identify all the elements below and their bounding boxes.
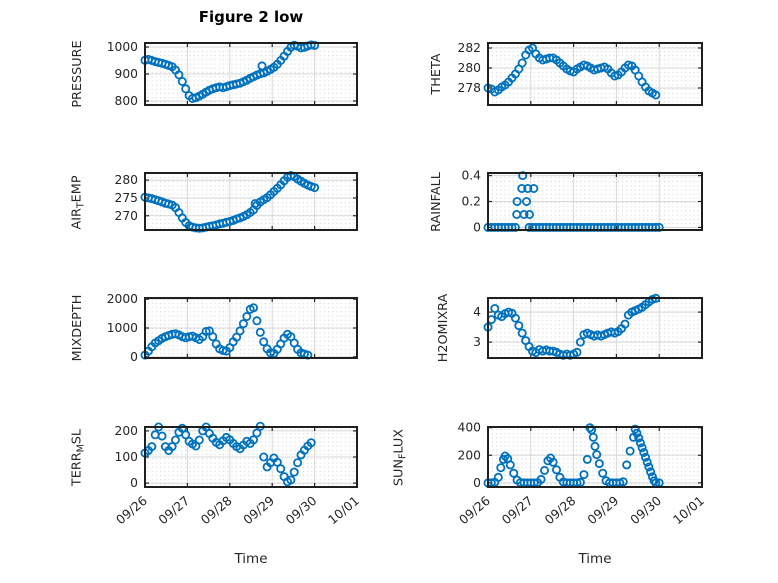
x-tick-label: 09/28 — [542, 493, 579, 528]
data-points — [483, 293, 661, 360]
subplot-mixdepth: 0 1000 2000 — [107, 292, 358, 364]
y-tick-label: 100 — [115, 450, 138, 464]
data-points — [140, 40, 320, 104]
y-tick-label: 0.4 — [461, 169, 481, 183]
minor-grid — [488, 298, 702, 358]
x-axis-label-right: Time — [578, 551, 612, 567]
x-axis-label-left: Time — [234, 551, 268, 567]
major-grid — [145, 298, 357, 358]
y-tick-label: 0 — [473, 476, 481, 490]
subplot-rainfall: 0 0.2 0.4 — [461, 169, 703, 234]
y-tick-label: 1000 — [107, 321, 138, 335]
subplot-terrmsl: 0 100 200 09/26 09/27 09/28 09/29 09/30 10/01 — [113, 421, 362, 528]
subplot-sunflux: 0 200 400 09/26 09/27 09/28 09/29 09/30 10/01 — [456, 421, 707, 528]
x-tick-label: 10/01 — [325, 493, 362, 527]
figure-title: Figure 2 low — [198, 8, 304, 26]
y-tick-label: 0.2 — [461, 195, 481, 209]
y-tick-label: 0 — [130, 476, 138, 490]
axes-box — [144, 172, 358, 231]
y-tick-label: 3 — [473, 335, 481, 349]
y-tick-label: 1000 — [107, 40, 138, 54]
y-tick-label: 280 — [458, 61, 481, 75]
y-tick-label: 280 — [115, 173, 138, 187]
x-tick-label: 09/28 — [198, 493, 235, 528]
axes-box — [487, 42, 703, 106]
x-tick-label: 09/29 — [240, 493, 277, 528]
y-tick-label: 200 — [458, 448, 481, 462]
x-tick-label: 09/27 — [499, 493, 536, 527]
y-tick-label: 278 — [458, 81, 481, 95]
subplot-theta: 278 280 282 — [458, 41, 703, 106]
x-tick-label: 09/26 — [113, 493, 150, 528]
y-tick-label: 900 — [115, 67, 138, 81]
y-tick-label: 0 — [473, 220, 481, 234]
x-tick-label: 09/29 — [584, 493, 621, 528]
major-grid — [145, 427, 357, 487]
minor-grid — [145, 173, 357, 230]
y-tick-label: 270 — [115, 209, 138, 223]
x-tick-label: 09/27 — [155, 493, 192, 527]
major-grid — [488, 298, 702, 358]
ylabel-h2omixra: H2OMIXRA — [436, 293, 451, 363]
x-tick-label: 09/26 — [456, 493, 493, 528]
subplot-h2omixra: 34 — [473, 293, 703, 360]
axes-box — [487, 426, 703, 488]
axes-box — [144, 42, 358, 106]
y-tick-label: 4 — [473, 305, 481, 319]
subplot-pressure: 800 900 1000 — [107, 40, 358, 108]
y-tick-label: 200 — [115, 424, 138, 438]
ylabel-terrmsl: TERRMSL — [69, 428, 87, 487]
y-tick-label: 2000 — [107, 292, 138, 306]
x-tick-label: 10/01 — [670, 493, 707, 527]
y-tick-label: 282 — [458, 41, 481, 55]
y-tick-label: 0 — [130, 350, 138, 364]
axes-box — [487, 172, 703, 231]
axes-box — [487, 297, 703, 359]
data-points — [483, 43, 661, 100]
subplot-airtemp: 270 275 280 — [115, 170, 358, 233]
axes-box — [144, 297, 358, 359]
y-tick-label: 275 — [115, 191, 138, 205]
data-points — [140, 303, 313, 360]
x-tick-label: 09/30 — [627, 493, 664, 528]
y-tick-label: 800 — [115, 94, 138, 108]
x-tick-label: 09/30 — [283, 493, 320, 528]
ylabel-sunflux: SUNFLUX — [391, 428, 409, 487]
axes-box — [144, 426, 358, 488]
y-tick-label: 400 — [458, 421, 481, 435]
